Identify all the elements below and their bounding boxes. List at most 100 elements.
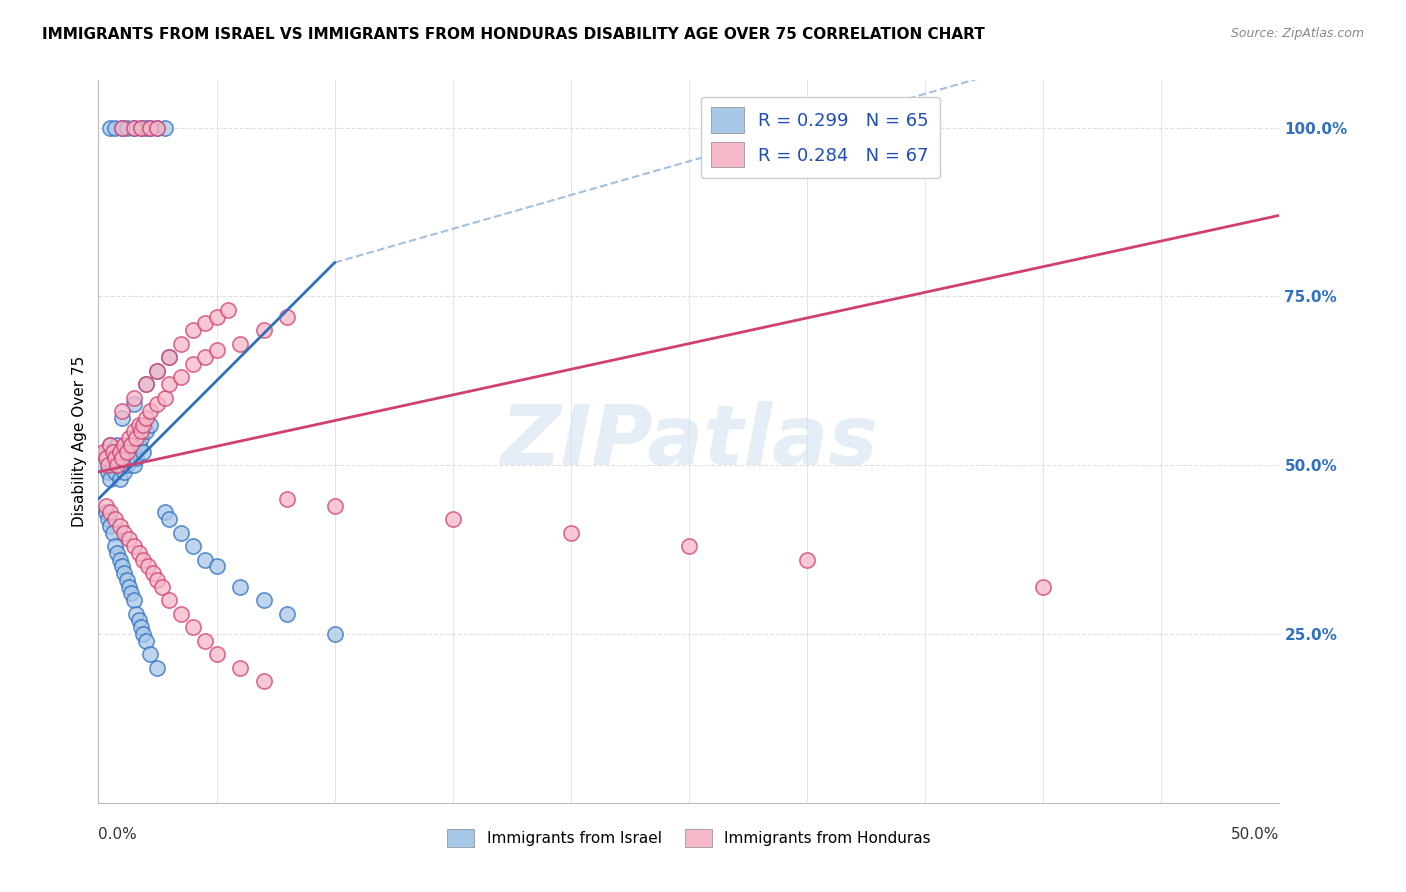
Point (101, 525, 124, 540)
Point (139, 404, 162, 418)
Point (205, 343, 228, 358)
Point (135, 377, 157, 392)
Point (98, 438, 121, 452)
Point (205, 559, 228, 574)
Point (122, 120, 145, 135)
Point (97, 512, 120, 526)
Point (111, 120, 134, 135)
Point (112, 451, 135, 466)
Point (205, 310, 228, 324)
Point (122, 458, 145, 472)
Text: 50.0%: 50.0% (1232, 827, 1279, 842)
Point (111, 411, 134, 425)
Point (104, 120, 127, 135)
Point (128, 417, 150, 432)
Point (125, 431, 148, 445)
Point (111, 120, 134, 135)
Point (135, 120, 157, 135)
Point (181, 323, 204, 337)
Y-axis label: Disability Age Over 75: Disability Age Over 75 (72, 356, 87, 527)
Point (115, 573, 138, 587)
Point (323, 627, 346, 641)
Point (139, 417, 162, 432)
Point (98, 505, 121, 519)
Point (128, 614, 150, 628)
Point (91, 444, 114, 458)
Point (153, 505, 176, 519)
Point (115, 444, 138, 458)
Point (111, 404, 134, 418)
Point (253, 323, 276, 337)
Point (135, 425, 157, 439)
Point (129, 425, 152, 439)
Point (153, 120, 176, 135)
Point (129, 431, 152, 445)
Point (118, 580, 141, 594)
Point (194, 317, 217, 331)
Point (146, 397, 169, 411)
Text: 0.0%: 0.0% (98, 827, 138, 842)
Point (111, 451, 134, 466)
Point (118, 451, 141, 466)
Point (128, 438, 150, 452)
Point (276, 607, 298, 621)
Point (108, 552, 131, 566)
Point (115, 458, 138, 472)
Point (112, 438, 135, 452)
Point (105, 438, 128, 452)
Point (276, 310, 298, 324)
Point (129, 120, 152, 135)
Point (181, 620, 204, 634)
Point (101, 444, 124, 458)
Point (97, 451, 120, 466)
Point (139, 647, 162, 661)
Point (146, 120, 169, 135)
Point (128, 546, 150, 560)
Point (170, 607, 193, 621)
Point (181, 357, 204, 371)
Point (97, 458, 120, 472)
Point (796, 552, 818, 566)
Point (91, 458, 114, 472)
Point (157, 350, 180, 364)
Point (150, 580, 173, 594)
Point (132, 444, 155, 458)
Point (170, 370, 193, 384)
Point (105, 458, 128, 472)
Legend: Immigrants from Israel, Immigrants from Honduras: Immigrants from Israel, Immigrants from … (441, 823, 936, 853)
Point (217, 302, 239, 317)
Point (121, 438, 143, 452)
Point (105, 546, 128, 560)
Point (104, 539, 127, 553)
Point (560, 525, 582, 540)
Point (194, 350, 217, 364)
Point (101, 458, 124, 472)
Point (94, 499, 117, 513)
Point (125, 451, 148, 466)
Point (139, 120, 162, 135)
Point (146, 364, 169, 378)
Point (115, 120, 138, 135)
Point (108, 451, 131, 466)
Point (94, 444, 117, 458)
Point (146, 364, 169, 378)
Point (112, 525, 135, 540)
Point (194, 633, 217, 648)
Text: ZIPatlas: ZIPatlas (501, 401, 877, 482)
Point (122, 425, 145, 439)
Point (108, 519, 131, 533)
Point (139, 120, 162, 135)
Point (112, 465, 135, 479)
Point (122, 593, 145, 607)
Point (132, 552, 155, 566)
Point (135, 633, 157, 648)
Point (129, 620, 152, 634)
Point (104, 451, 127, 466)
Point (98, 120, 121, 135)
Point (153, 391, 176, 405)
Point (132, 627, 155, 641)
Point (229, 661, 252, 675)
Point (115, 444, 138, 458)
Point (136, 559, 159, 574)
Point (101, 444, 124, 458)
